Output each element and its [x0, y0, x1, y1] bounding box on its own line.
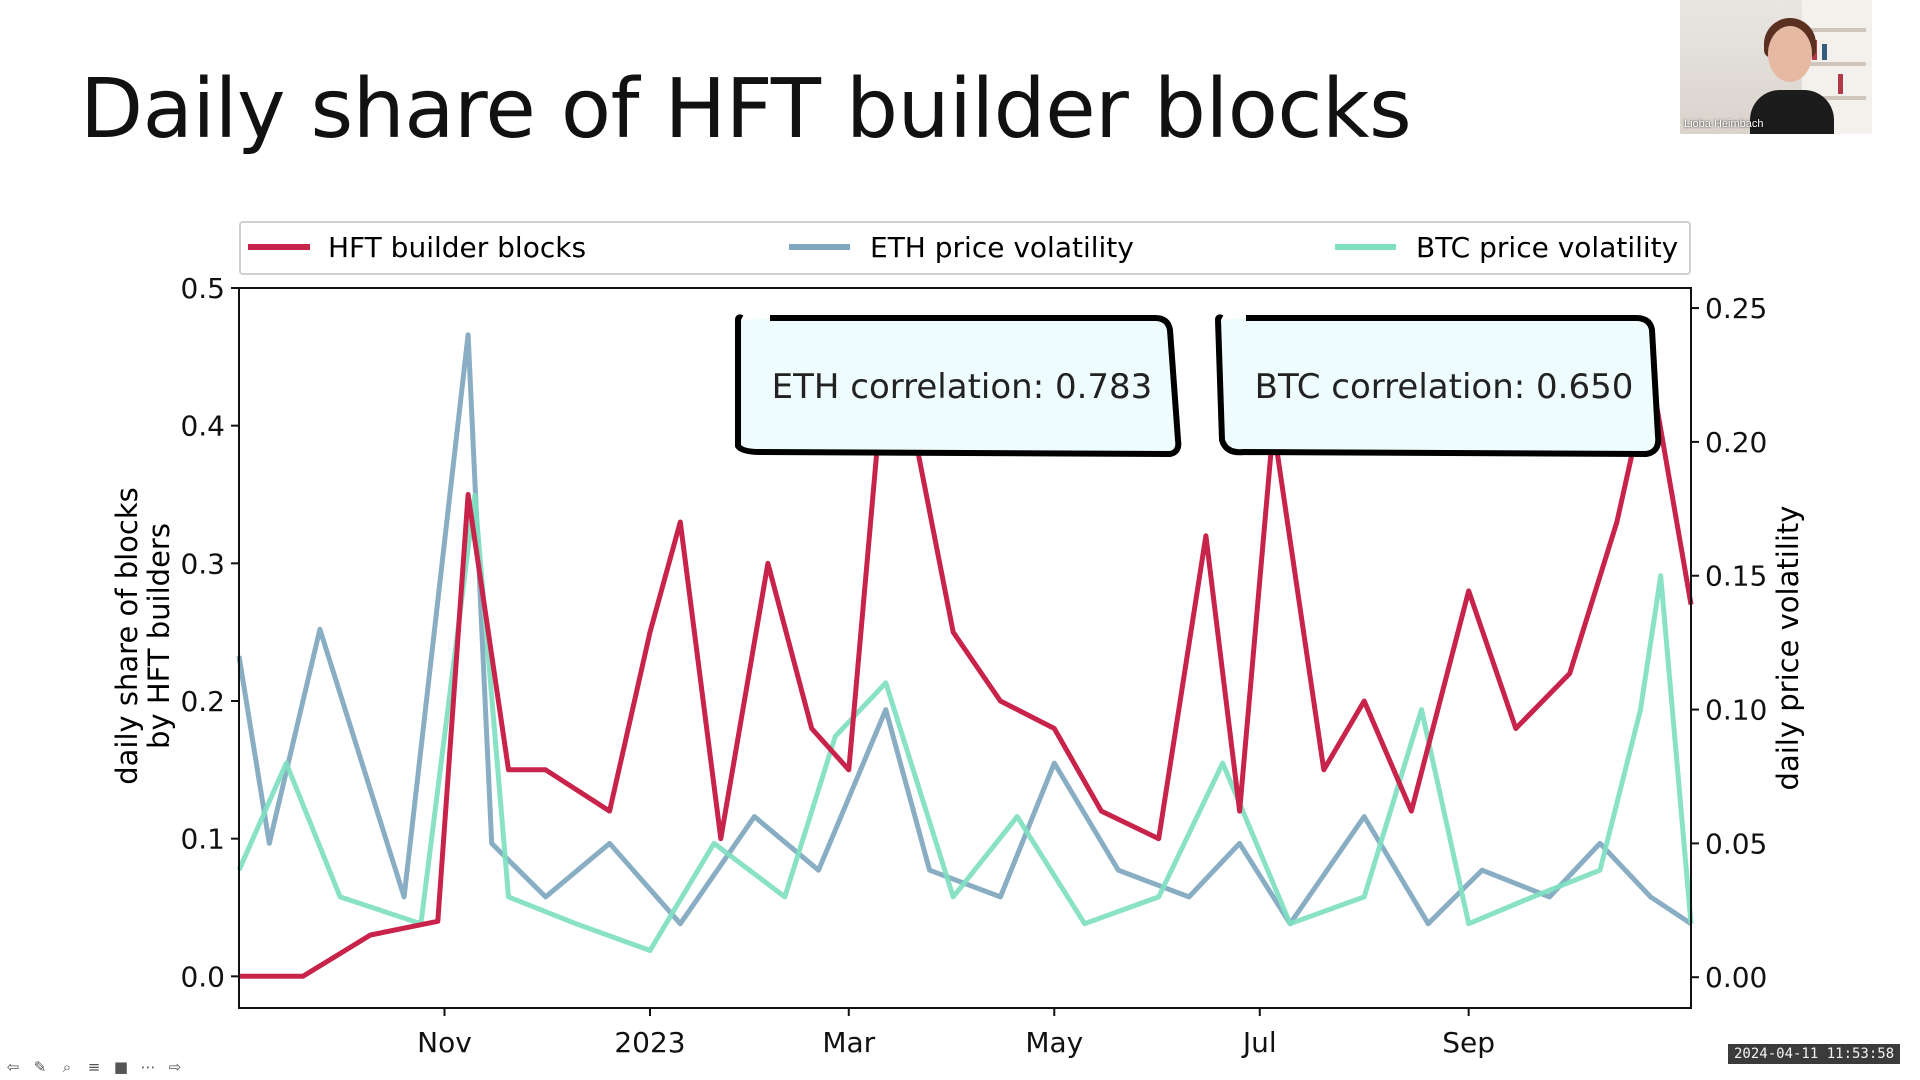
recording-timestamp: 2024-04-11 11:53:58	[1728, 1044, 1901, 1064]
x-tick-label: Mar	[822, 1026, 875, 1059]
webcam-tile: Lioba Heimbach	[1680, 0, 1872, 134]
annotation-btc-text: BTC correlation: 0.650	[1255, 367, 1634, 407]
series-line-hft	[239, 368, 1694, 979]
more-icon[interactable]: ⋯	[140, 1058, 156, 1076]
annotation-btc-box	[1215, 314, 1662, 457]
y-left-tick-label: 0.0	[180, 960, 225, 993]
annotation-eth-text: ETH correlation: 0.783	[772, 367, 1153, 407]
back-icon[interactable]: ⇦	[6, 1058, 20, 1076]
y-left-tick-label: 0.5	[180, 272, 225, 305]
x-tick-label: Jul	[1241, 1026, 1277, 1059]
plot-axes: Nov 2023 Mar May Jul Sep 0.0 0.1 0.2 0.3 0.4 0.5 0.0…	[180, 272, 1767, 1059]
plot-frame	[238, 287, 1692, 1009]
plot-series	[236, 332, 1694, 979]
annotation-btc-correlation: BTC correlation: 0.650	[1215, 314, 1662, 457]
x-tick-label: Sep	[1442, 1026, 1495, 1059]
presentation-toolbar: ⇦ ✎ ⌕ ≡ ■ ⋯ ⇨	[4, 1058, 184, 1076]
y-left-tick-label: 0.4	[180, 410, 225, 443]
annotation-eth-box	[735, 314, 1182, 457]
webcam-participant-name: Lioba Heimbach	[1684, 118, 1764, 130]
slide-title: Daily share of HFT builder blocks	[80, 62, 1412, 157]
legend-label-btc: BTC price volatility	[1416, 231, 1678, 264]
legend-label-eth: ETH price volatility	[870, 231, 1134, 264]
y-right-tick-label: 0.20	[1705, 426, 1767, 459]
x-tick-label: May	[1025, 1026, 1083, 1059]
y-left-tick-label: 0.2	[180, 685, 225, 718]
camera-icon[interactable]: ■	[113, 1058, 129, 1076]
x-tick-label: 2023	[614, 1026, 685, 1059]
y-axis-right-label: daily price volatility	[1771, 506, 1805, 791]
y-left-tick-label: 0.3	[180, 547, 225, 580]
y-axis-left-label-line1: daily share of blocks	[110, 487, 144, 785]
y-right-tick-label: 0.00	[1705, 961, 1767, 994]
y-left-tick-label: 0.1	[180, 823, 225, 856]
forward-icon[interactable]: ⇨	[168, 1058, 182, 1076]
y-right-tick-label: 0.10	[1705, 694, 1767, 727]
legend-box	[239, 221, 1691, 275]
x-tick-label: Nov	[417, 1026, 472, 1059]
webcam-person	[1768, 26, 1812, 82]
y-right-tick-label: 0.25	[1705, 292, 1767, 325]
captions-icon[interactable]: ≡	[87, 1058, 101, 1076]
y-right-tick-label: 0.05	[1705, 827, 1767, 860]
legend-label-hft: HFT builder blocks	[328, 231, 586, 264]
annotation-eth-correlation: ETH correlation: 0.783	[735, 314, 1182, 457]
pen-icon[interactable]: ✎	[33, 1058, 47, 1076]
y-right-tick-label: 0.15	[1705, 560, 1767, 593]
y-axis-left-label-line2: by HFT builders	[142, 523, 176, 749]
zoom-icon[interactable]: ⌕	[62, 1058, 72, 1076]
webcam-person-body	[1750, 90, 1834, 134]
chart-legend: HFT builder blocks ETH price volatility …	[239, 221, 1691, 275]
